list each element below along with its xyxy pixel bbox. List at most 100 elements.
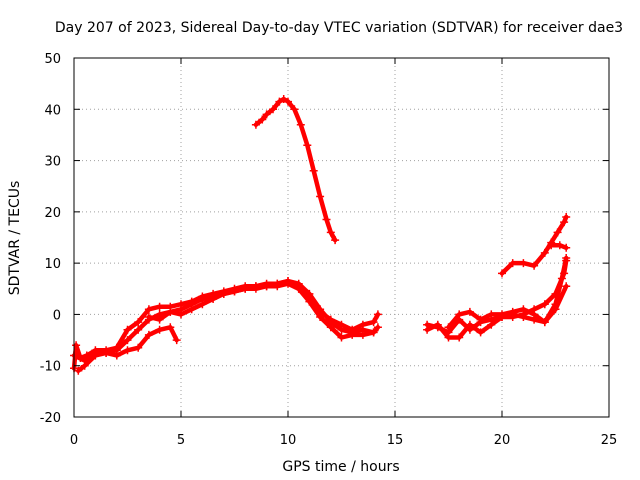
y-tick-label: 50: [44, 52, 61, 67]
data-point: [251, 120, 260, 129]
data-point: [487, 310, 496, 319]
chart-title: Day 207 of 2023, Sidereal Day-to-day VTE…: [55, 20, 623, 36]
data-point: [326, 323, 335, 332]
data-point: [72, 341, 81, 350]
data-point: [123, 336, 132, 345]
data-point: [144, 313, 153, 321]
data-point: [316, 192, 325, 201]
data-point: [369, 318, 378, 327]
grid: [74, 58, 609, 417]
data-point: [198, 300, 207, 309]
data-point: [562, 243, 571, 252]
data-point: [562, 254, 571, 262]
data-point: [433, 320, 442, 329]
data-point: [519, 313, 528, 321]
data-point: [258, 115, 267, 124]
data-point: [423, 325, 432, 334]
y-tick-label: -10: [40, 360, 61, 375]
data-point: [134, 343, 143, 352]
x-tick-label: 15: [387, 433, 404, 448]
series-points-arc9: [498, 213, 571, 278]
data-point: [540, 248, 549, 257]
data-point: [296, 120, 305, 129]
data-point: [262, 110, 271, 119]
data-point: [326, 315, 335, 324]
plot-frame: [73, 57, 610, 418]
data-point: [487, 320, 496, 329]
series-points-arc5: [251, 95, 340, 245]
y-tick-label: 10: [44, 257, 61, 272]
data-point: [530, 310, 539, 319]
data-point: [123, 325, 132, 334]
data-point: [241, 284, 250, 293]
data-point: [369, 328, 378, 337]
data-point: [269, 105, 277, 114]
y-tick-label: 0: [53, 308, 61, 323]
y-tick-label: 20: [44, 206, 61, 221]
data-point: [273, 279, 282, 288]
data-point: [562, 213, 571, 221]
series-points-arc6: [423, 256, 571, 337]
data-point: [80, 361, 89, 370]
data-point: [219, 289, 228, 298]
data-point: [284, 277, 292, 286]
data-point: [547, 241, 556, 250]
data-point: [337, 320, 346, 329]
data-point: [166, 307, 175, 316]
data-point: [284, 97, 292, 106]
data-point: [476, 315, 485, 324]
series-points-arc4: [144, 277, 382, 334]
data-point: [322, 215, 331, 224]
data-point: [102, 348, 111, 357]
data-point: [498, 310, 506, 319]
x-tick-label: 5: [177, 433, 185, 448]
data-point: [172, 336, 181, 345]
data-point: [562, 282, 571, 291]
data-point: [465, 307, 474, 316]
data-point: [508, 259, 517, 268]
data-point: [560, 218, 569, 227]
y-tick-label: 30: [44, 155, 61, 170]
data-point: [275, 97, 284, 106]
data-point: [540, 300, 549, 309]
data-point: [551, 300, 560, 309]
data-point: [358, 320, 367, 329]
data-point: [465, 320, 474, 329]
data-point: [348, 325, 357, 334]
y-tick-label: 40: [44, 103, 61, 118]
data-point: [373, 310, 382, 319]
series-points-arc3: [74, 323, 181, 375]
series-points-arc10: [547, 241, 571, 252]
x-tick-label: 25: [601, 433, 618, 448]
data-point: [326, 228, 335, 237]
data-point: [279, 95, 288, 103]
data-point: [166, 323, 175, 332]
data-point: [112, 351, 121, 360]
data-point: [123, 346, 132, 355]
data-point: [476, 328, 485, 337]
data-point: [155, 315, 164, 324]
data-point: [530, 261, 539, 270]
data-point: [555, 241, 564, 250]
data-point: [209, 295, 218, 303]
data-point: [309, 166, 318, 175]
y-tick-label: -20: [40, 411, 61, 426]
data-point: [144, 330, 153, 339]
data-point: [444, 333, 453, 342]
data-point: [251, 284, 260, 293]
data-point: [294, 284, 303, 293]
data-point: [187, 305, 196, 314]
y-axis-label: SDTVAR / TECUs: [7, 181, 23, 296]
data-point: [155, 325, 164, 334]
data-point: [230, 287, 239, 296]
data-point: [508, 307, 517, 316]
data-point: [177, 310, 185, 319]
data-point: [444, 323, 453, 332]
data-point: [316, 307, 325, 316]
data-point: [498, 269, 506, 278]
data-point: [540, 318, 549, 327]
data-point: [337, 333, 346, 342]
data-point: [134, 318, 143, 327]
data-point: [144, 305, 153, 314]
